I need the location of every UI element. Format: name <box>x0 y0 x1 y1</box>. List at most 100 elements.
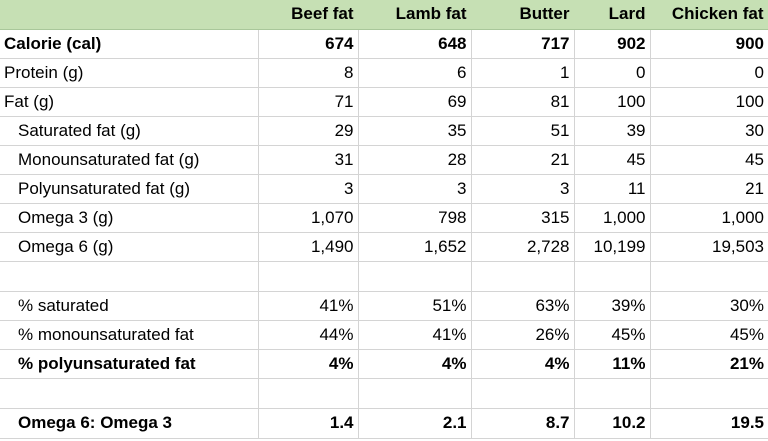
cell-butter: 26% <box>471 320 575 350</box>
cell-lard <box>574 261 651 292</box>
cell-lamb-fat: 1,652 <box>358 232 472 262</box>
row-label: Monounsaturated fat (g) <box>0 145 259 175</box>
cell-butter: 3 <box>471 174 575 204</box>
row-label: Omega 6: Omega 3 <box>0 408 259 439</box>
cell-butter: 4% <box>471 349 575 379</box>
cell-lard: 45 <box>574 145 651 175</box>
cell-lard: 11% <box>574 349 651 379</box>
row-monounsaturated-fat: Monounsaturated fat (g) 31 28 21 45 45 <box>0 145 768 175</box>
cell-chicken-fat: 21% <box>650 349 768 379</box>
cell-lamb-fat <box>358 261 472 292</box>
cell-lard: 11 <box>574 174 651 204</box>
cell-lamb-fat: 41% <box>358 320 472 350</box>
cell-chicken-fat: 21 <box>650 174 768 204</box>
row-label: Fat (g) <box>0 87 259 117</box>
cell-chicken-fat: 100 <box>650 87 768 117</box>
row-omega-ratio: Omega 6: Omega 3 1.4 2.1 8.7 10.2 19.5 <box>0 408 768 439</box>
row-label: % polyunsaturated fat <box>0 349 259 379</box>
cell-chicken-fat: 19.5 <box>650 408 768 439</box>
row-omega-6: Omega 6 (g) 1,490 1,652 2,728 10,199 19,… <box>0 232 768 262</box>
cell-lamb-fat: 3 <box>358 174 472 204</box>
cell-chicken-fat: 30% <box>650 291 768 321</box>
cell-lamb-fat: 69 <box>358 87 472 117</box>
cell-lamb-fat: 648 <box>358 29 472 59</box>
cell-lamb-fat: 6 <box>358 58 472 88</box>
row-fat: Fat (g) 71 69 81 100 100 <box>0 87 768 117</box>
cell-butter: 21 <box>471 145 575 175</box>
cell-lamb-fat: 35 <box>358 116 472 146</box>
row-label <box>0 261 259 292</box>
cell-lard: 39% <box>574 291 651 321</box>
cell-beef-fat <box>258 378 359 409</box>
row-omega-3: Omega 3 (g) 1,070 798 315 1,000 1,000 <box>0 203 768 233</box>
cell-lard: 100 <box>574 87 651 117</box>
cell-beef-fat <box>258 261 359 292</box>
cell-lamb-fat: 798 <box>358 203 472 233</box>
cell-lard: 10,199 <box>574 232 651 262</box>
cell-lamb-fat: 28 <box>358 145 472 175</box>
row-saturated-fat: Saturated fat (g) 29 35 51 39 30 <box>0 116 768 146</box>
cell-beef-fat: 674 <box>258 29 359 59</box>
cell-lard <box>574 378 651 409</box>
cell-butter: 81 <box>471 87 575 117</box>
cell-chicken-fat: 30 <box>650 116 768 146</box>
cell-lard: 10.2 <box>574 408 651 439</box>
row-label: % monounsaturated fat <box>0 320 259 350</box>
cell-lard: 45% <box>574 320 651 350</box>
cell-butter <box>471 378 575 409</box>
cell-butter: 63% <box>471 291 575 321</box>
cell-butter: 2,728 <box>471 232 575 262</box>
cell-lamb-fat: 4% <box>358 349 472 379</box>
row-label: Saturated fat (g) <box>0 116 259 146</box>
cell-butter: 315 <box>471 203 575 233</box>
cell-beef-fat: 29 <box>258 116 359 146</box>
cell-lamb-fat: 51% <box>358 291 472 321</box>
column-header-butter: Butter <box>471 0 575 30</box>
row-pct-saturated: % saturated 41% 51% 63% 39% 30% <box>0 291 768 321</box>
column-header-chicken-fat: Chicken fat <box>650 0 768 30</box>
spacer-row <box>0 378 768 409</box>
cell-chicken-fat: 45 <box>650 145 768 175</box>
cell-beef-fat: 41% <box>258 291 359 321</box>
row-label: Omega 3 (g) <box>0 203 259 233</box>
cell-lard: 902 <box>574 29 651 59</box>
cell-chicken-fat <box>650 378 768 409</box>
cell-chicken-fat: 19,503 <box>650 232 768 262</box>
header-row: Beef fat Lamb fat Butter Lard Chicken fa… <box>0 0 768 30</box>
cell-chicken-fat <box>650 261 768 292</box>
row-calorie: Calorie (cal) 674 648 717 902 900 <box>0 29 768 59</box>
column-header-lard: Lard <box>574 0 651 30</box>
cell-butter: 8.7 <box>471 408 575 439</box>
row-protein: Protein (g) 8 6 1 0 0 <box>0 58 768 88</box>
row-label: Polyunsaturated fat (g) <box>0 174 259 204</box>
cell-beef-fat: 71 <box>258 87 359 117</box>
cell-chicken-fat: 0 <box>650 58 768 88</box>
row-label: % saturated <box>0 291 259 321</box>
cell-beef-fat: 3 <box>258 174 359 204</box>
cell-beef-fat: 4% <box>258 349 359 379</box>
cell-butter: 1 <box>471 58 575 88</box>
cell-lard: 39 <box>574 116 651 146</box>
row-pct-polyunsaturated: % polyunsaturated fat 4% 4% 4% 11% 21% <box>0 349 768 379</box>
cell-butter: 51 <box>471 116 575 146</box>
column-header-beef-fat: Beef fat <box>258 0 359 30</box>
cell-beef-fat: 1.4 <box>258 408 359 439</box>
cell-chicken-fat: 900 <box>650 29 768 59</box>
cell-lamb-fat: 2.1 <box>358 408 472 439</box>
cell-beef-fat: 1,070 <box>258 203 359 233</box>
cell-beef-fat: 44% <box>258 320 359 350</box>
spacer-row <box>0 261 768 292</box>
row-label <box>0 378 259 409</box>
cell-butter: 717 <box>471 29 575 59</box>
row-pct-monounsaturated: % monounsaturated fat 44% 41% 26% 45% 45… <box>0 320 768 350</box>
row-label: Omega 6 (g) <box>0 232 259 262</box>
cell-lard: 1,000 <box>574 203 651 233</box>
cell-beef-fat: 1,490 <box>258 232 359 262</box>
cell-beef-fat: 8 <box>258 58 359 88</box>
column-header-lamb-fat: Lamb fat <box>358 0 472 30</box>
row-label: Calorie (cal) <box>0 29 259 59</box>
cell-lard: 0 <box>574 58 651 88</box>
cell-chicken-fat: 1,000 <box>650 203 768 233</box>
row-label: Protein (g) <box>0 58 259 88</box>
